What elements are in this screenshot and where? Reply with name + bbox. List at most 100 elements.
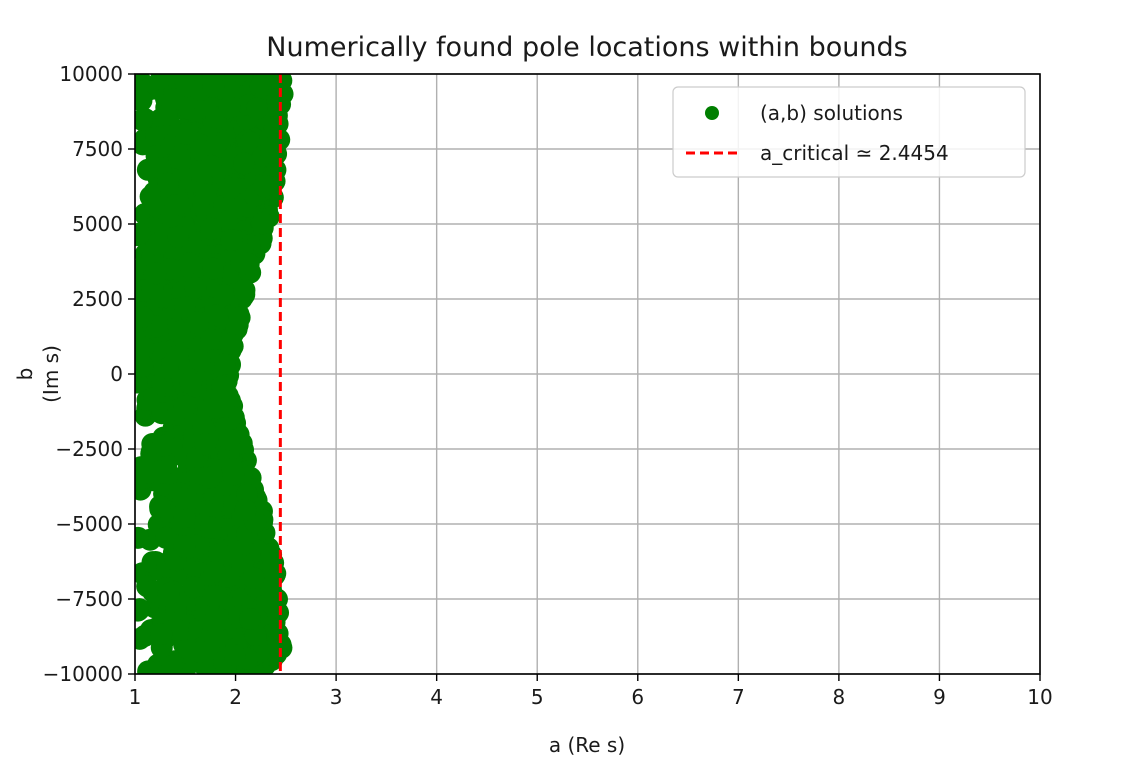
scatter-point — [208, 543, 231, 566]
scatter-point — [135, 336, 155, 359]
legend: (a,b) solutions a_critical ≃ 2.4454 — [672, 86, 1026, 178]
scatter-point — [225, 196, 248, 219]
scatter-point — [266, 89, 289, 112]
y-tick-label: −5000 — [55, 512, 123, 536]
scatter-point — [218, 96, 241, 119]
scatter-point — [145, 233, 168, 256]
scatter-point — [135, 89, 153, 112]
scatter-point — [172, 487, 195, 510]
scatter-point — [150, 623, 173, 646]
tick-layer: 1 2 3 4 5 6 7 8 9 10 10000 7500 5000 2500 0 −2500 −5000 −… — [43, 62, 1053, 709]
x-tick-label: 1 — [129, 685, 142, 709]
scatter-point — [253, 175, 276, 198]
scatter-point — [152, 434, 175, 457]
scatter-point — [218, 428, 241, 451]
scatter-point — [202, 585, 225, 608]
scatter-point — [178, 252, 201, 275]
scatter-point — [222, 463, 245, 486]
legend-label-solutions: (a,b) solutions — [760, 101, 903, 125]
scatter-point — [220, 228, 243, 251]
scatter-point — [184, 276, 207, 299]
scatter-point — [205, 396, 228, 419]
y-tick-label: 2500 — [72, 287, 123, 311]
scatter-point — [199, 154, 222, 177]
scatter-point — [173, 535, 196, 558]
scatter-point — [189, 349, 212, 372]
scatter-point — [179, 372, 202, 395]
scatter-point — [242, 567, 265, 590]
legend-box — [672, 86, 1026, 178]
scatter-point — [205, 304, 228, 327]
scatter-point — [157, 172, 180, 195]
scatter-point — [213, 352, 236, 375]
scatter-point — [230, 250, 253, 273]
scatter-point — [182, 576, 205, 599]
scatter-point — [168, 147, 191, 170]
chart-title: Numerically found pole locations within … — [266, 32, 907, 63]
x-tick-label: 8 — [833, 685, 846, 709]
scatter-point — [190, 139, 213, 162]
x-tick-label: 3 — [330, 685, 343, 709]
scatter-point — [259, 141, 282, 164]
y-tick-label: 7500 — [72, 137, 123, 161]
scatter-point — [164, 194, 187, 217]
scatter-point — [167, 225, 190, 248]
scatter-point — [173, 296, 196, 319]
scatter-point — [223, 644, 246, 667]
scatter-point — [135, 371, 148, 394]
y-tick-label: −7500 — [55, 587, 123, 611]
scatter-point — [234, 499, 257, 522]
scatter-point — [135, 305, 154, 328]
scatter-point — [233, 279, 256, 302]
y-axis-label-line1: b — [13, 368, 37, 381]
scatter-point — [246, 97, 269, 120]
legend-marker-solutions — [705, 106, 719, 120]
scatter-point — [135, 222, 151, 245]
x-tick-label: 2 — [229, 685, 242, 709]
scatter-point — [161, 654, 184, 674]
scatter-point — [202, 75, 225, 98]
scatter-point — [135, 108, 154, 131]
y-axis-label-line2: (Im s) — [39, 345, 63, 403]
scatter-point — [173, 506, 196, 529]
scatter-point — [255, 591, 278, 614]
scatter-point — [144, 194, 167, 217]
scatter-point — [213, 284, 236, 307]
y-tick-label: 10000 — [59, 62, 123, 86]
legend-label-critical: a_critical ≃ 2.4454 — [760, 141, 949, 165]
scatter-point — [135, 624, 156, 647]
scatter-point — [251, 212, 274, 235]
scatter-point — [239, 607, 262, 630]
x-tick-label: 9 — [933, 685, 946, 709]
scatter-layer — [135, 74, 294, 674]
scatter-point — [202, 257, 225, 280]
scatter-point — [168, 320, 191, 343]
scatter-point — [157, 583, 180, 606]
scatter-point — [149, 495, 172, 518]
x-axis-label: a (Re s) — [549, 733, 625, 757]
scatter-point — [199, 217, 222, 240]
scatter-point — [173, 395, 196, 418]
scatter-point — [144, 262, 167, 285]
scatter-point — [194, 433, 217, 456]
scatter-point — [233, 152, 256, 175]
x-tick-label: 4 — [430, 685, 443, 709]
scatter-point — [135, 526, 150, 549]
scatter-point — [200, 328, 223, 351]
scatter-point — [219, 332, 242, 355]
y-tick-label: −10000 — [43, 662, 123, 686]
scatter-point — [135, 599, 149, 622]
scatter-point — [262, 551, 285, 574]
scatter-point — [135, 355, 154, 378]
x-tick-label: 10 — [1027, 685, 1052, 709]
scatter-point — [198, 466, 221, 489]
scatter-point — [209, 608, 232, 631]
scatter-point — [228, 306, 251, 329]
y-tick-label: 5000 — [72, 212, 123, 236]
scatter-point — [203, 560, 226, 583]
y-tick-label: −2500 — [55, 437, 123, 461]
scatter-point — [186, 311, 209, 334]
scatter-point — [174, 122, 197, 145]
scatter-point — [194, 183, 217, 206]
